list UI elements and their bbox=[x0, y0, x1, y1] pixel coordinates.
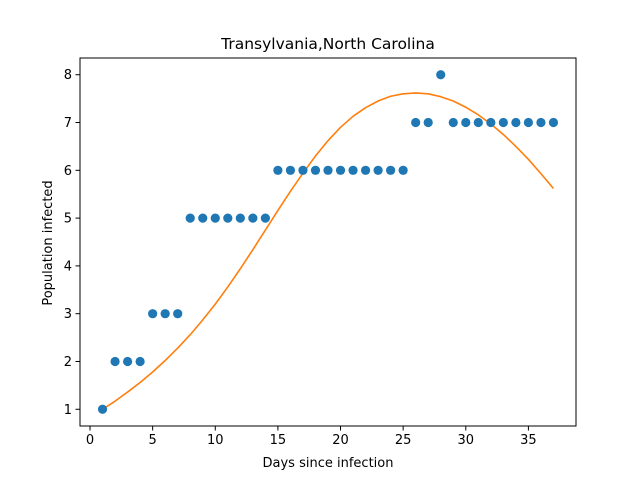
data-point bbox=[548, 117, 559, 128]
y-tick-label: 2 bbox=[64, 355, 72, 370]
y-tick-label: 5 bbox=[64, 212, 72, 227]
data-point bbox=[285, 165, 296, 175]
x-tick-label: 25 bbox=[395, 433, 412, 448]
y-tick-label: 1 bbox=[64, 403, 72, 418]
data-point bbox=[436, 70, 446, 80]
data-point bbox=[160, 309, 170, 319]
x-tick-label: 0 bbox=[86, 433, 94, 448]
data-point bbox=[210, 213, 220, 223]
data-point bbox=[173, 309, 183, 319]
data-point bbox=[486, 117, 496, 128]
y-tick-label: 8 bbox=[64, 68, 72, 83]
data-point bbox=[335, 165, 346, 175]
data-point bbox=[122, 356, 133, 367]
chart-title: Transylvania,North Carolina bbox=[220, 35, 435, 53]
x-tick-label: 30 bbox=[458, 433, 475, 448]
data-point bbox=[386, 165, 396, 175]
data-point bbox=[411, 117, 421, 128]
data-point bbox=[373, 165, 383, 175]
data-point bbox=[298, 165, 308, 175]
data-point bbox=[135, 356, 145, 367]
plot-area bbox=[97, 70, 559, 414]
data-point bbox=[323, 165, 333, 175]
x-tick-label: 15 bbox=[270, 433, 287, 448]
fit-line bbox=[102, 92, 555, 410]
data-point bbox=[235, 213, 245, 223]
y-tick-label: 6 bbox=[64, 164, 72, 179]
data-point bbox=[310, 165, 321, 175]
y-axis-label: Population infected bbox=[41, 180, 56, 305]
y-tick-label: 7 bbox=[64, 116, 72, 131]
x-tick-label: 10 bbox=[207, 433, 224, 448]
y-tick-label: 3 bbox=[64, 307, 72, 322]
data-point bbox=[97, 404, 108, 414]
data-point bbox=[498, 117, 508, 128]
data-point bbox=[423, 117, 433, 128]
data-point bbox=[523, 117, 534, 128]
data-point bbox=[448, 117, 458, 128]
y-tick-label: 4 bbox=[64, 259, 72, 274]
data-point bbox=[536, 117, 546, 128]
data-point bbox=[198, 213, 208, 223]
data-point bbox=[273, 165, 283, 175]
data-point bbox=[473, 117, 483, 128]
axis-ticks: 0 5 10 15 20 25 30 35 1 2 3 4 5 6 7 8 bbox=[64, 68, 537, 448]
x-axis-label: Days since infection bbox=[263, 456, 394, 471]
data-point bbox=[260, 213, 270, 223]
data-point bbox=[185, 213, 195, 223]
data-point bbox=[511, 117, 521, 128]
x-tick-label: 35 bbox=[520, 433, 537, 448]
data-point bbox=[148, 309, 158, 319]
data-point bbox=[461, 117, 471, 128]
data-point bbox=[360, 165, 371, 175]
x-tick-label: 20 bbox=[332, 433, 349, 448]
data-point bbox=[110, 356, 120, 367]
data-point bbox=[223, 213, 233, 223]
axes-frame bbox=[79, 57, 577, 427]
data-point bbox=[348, 165, 358, 175]
x-tick-label: 5 bbox=[149, 433, 157, 448]
data-point bbox=[248, 213, 258, 223]
data-point bbox=[398, 165, 408, 175]
